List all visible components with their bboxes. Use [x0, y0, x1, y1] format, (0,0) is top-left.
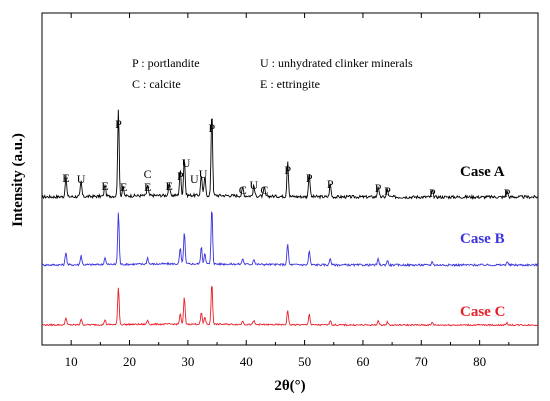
peak-label: U — [190, 172, 199, 186]
series-label-case-c: Case C — [460, 304, 505, 320]
peak-label: E — [144, 180, 151, 194]
legend-portlandite: P : portlandite — [132, 56, 200, 70]
peak-label: E — [62, 171, 69, 185]
peak-label: U — [199, 167, 208, 181]
peak-label: P — [375, 181, 382, 195]
series-label-case-a: Case A — [460, 164, 505, 180]
x-tick-label-20: 20 — [123, 354, 136, 369]
x-axis-ticks: 10 20 30 40 50 60 70 80 — [41, 13, 510, 369]
peak-label: P — [384, 184, 391, 198]
y-axis-title: Intensity (a.u.) — [10, 133, 26, 227]
peak-label: U — [182, 156, 191, 170]
peak-label: P — [429, 186, 436, 200]
x-tick-label-60: 60 — [356, 354, 369, 369]
series-label-case-b: Case B — [460, 231, 505, 247]
legend-calcite: C : calcite — [132, 77, 181, 91]
peak-label: E — [166, 179, 173, 193]
x-tick-label-80: 80 — [473, 354, 486, 369]
x-tick-label-40: 40 — [240, 354, 253, 369]
legend-unhydrated: U : unhydrated clinker minerals — [260, 56, 413, 70]
peak-label: P — [208, 121, 215, 135]
peak-label: U — [249, 178, 258, 192]
peak-label: P — [284, 163, 291, 177]
peak-label: E — [101, 179, 108, 193]
peak-label: C — [260, 183, 268, 197]
plot-frame — [41, 12, 539, 346]
x-tick-label-10: 10 — [65, 354, 78, 369]
peak-label: P — [115, 117, 122, 131]
x-tick-label-30: 30 — [181, 354, 194, 369]
series-line-case-a — [41, 109, 539, 201]
peak-label: C — [239, 183, 247, 197]
x-tick-label-50: 50 — [298, 354, 311, 369]
x-tick-label-70: 70 — [415, 354, 428, 369]
peak-label: P — [504, 186, 511, 200]
series-line-case-c — [41, 286, 539, 327]
peak-label: P — [177, 169, 184, 183]
x-axis-title: 2θ(°) — [274, 378, 305, 394]
peak-label: E — [120, 180, 127, 194]
series-group — [41, 109, 539, 327]
peak-label: P — [306, 171, 313, 185]
series-line-case-b — [41, 211, 539, 268]
legend-ettringite: E : ettringite — [260, 77, 320, 91]
peak-label: C — [144, 167, 152, 181]
peak-label: U — [77, 172, 86, 186]
peak-label: P — [327, 177, 334, 191]
